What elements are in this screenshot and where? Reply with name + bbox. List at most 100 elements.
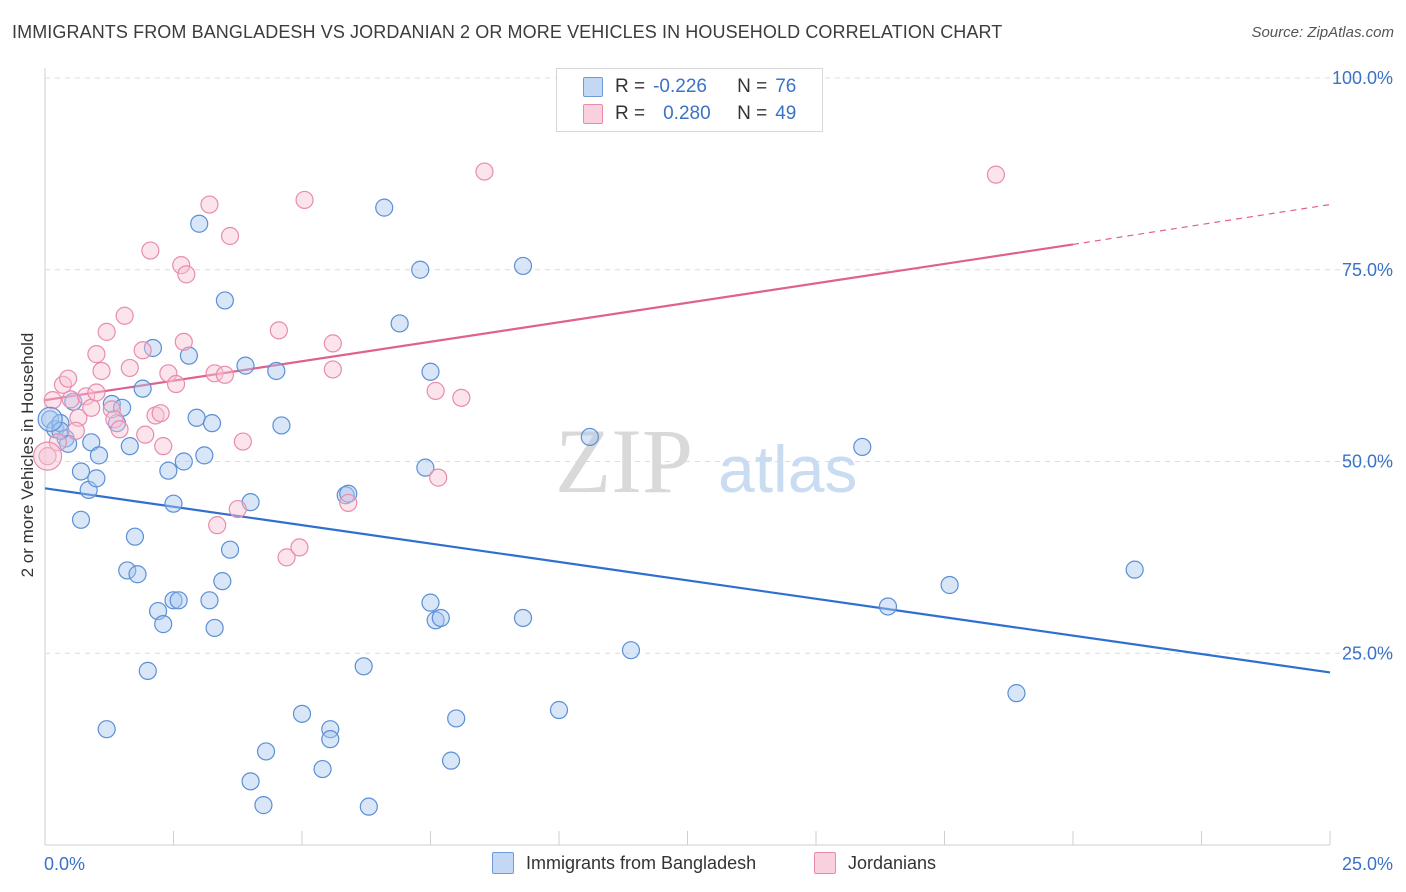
data-points bbox=[32, 162, 1144, 816]
data-point bbox=[220, 540, 240, 559]
data-point bbox=[421, 362, 440, 381]
data-point bbox=[169, 591, 188, 610]
data-point bbox=[187, 408, 206, 427]
data-point bbox=[339, 484, 358, 503]
data-point bbox=[115, 306, 134, 325]
data-point bbox=[61, 390, 80, 409]
data-point bbox=[416, 458, 435, 477]
legend-r-label: R = bbox=[615, 76, 646, 97]
data-point bbox=[321, 720, 340, 739]
legend-swatch-jordanians bbox=[814, 852, 836, 874]
data-point bbox=[228, 499, 247, 519]
series-bangladesh bbox=[41, 198, 1144, 816]
data-point bbox=[71, 510, 91, 529]
y-tick-label: 25.0% bbox=[1342, 643, 1393, 663]
data-point bbox=[452, 388, 471, 407]
data-point bbox=[215, 291, 234, 310]
legend-r-label: R = bbox=[615, 103, 646, 124]
data-point bbox=[254, 796, 273, 815]
data-point bbox=[621, 641, 641, 660]
y-tick-label: 75.0% bbox=[1342, 260, 1393, 280]
data-point bbox=[174, 452, 193, 471]
x-tick-label: 0.0% bbox=[44, 854, 85, 874]
data-point bbox=[89, 446, 109, 465]
data-point bbox=[323, 360, 342, 379]
data-point bbox=[133, 379, 152, 398]
data-point bbox=[426, 381, 445, 401]
legend: R = -0.226 N = 76 R = 0.280 N = 49 bbox=[556, 68, 823, 132]
data-point bbox=[59, 369, 78, 388]
series-jordanians bbox=[38, 162, 1006, 567]
data-point bbox=[241, 772, 260, 791]
data-point bbox=[429, 468, 448, 487]
data-point bbox=[133, 341, 152, 360]
legend-n-label: N = bbox=[737, 103, 768, 124]
bottom-legend: Immigrants from Bangladesh Jordanians bbox=[0, 852, 1406, 876]
data-point bbox=[102, 394, 121, 414]
legend-n-label: N = bbox=[737, 76, 768, 97]
data-point bbox=[267, 361, 286, 381]
data-point bbox=[92, 361, 111, 381]
data-point bbox=[313, 759, 332, 779]
legend-label-bangladesh: Immigrants from Bangladesh bbox=[526, 852, 757, 873]
data-point bbox=[159, 461, 178, 480]
data-point bbox=[151, 404, 170, 423]
data-point bbox=[110, 420, 129, 439]
x-tick-label: 25.0% bbox=[1342, 854, 1393, 874]
data-point bbox=[213, 572, 232, 591]
data-point bbox=[120, 358, 139, 378]
data-point bbox=[77, 387, 96, 406]
data-point bbox=[1125, 560, 1144, 579]
data-point bbox=[195, 446, 214, 465]
data-point bbox=[375, 198, 394, 217]
y-tick-labels: 25.0% 50.0% 75.0% 100.0% bbox=[1332, 68, 1393, 663]
data-point bbox=[215, 365, 234, 384]
data-point bbox=[172, 256, 191, 275]
data-point bbox=[321, 730, 340, 749]
data-point bbox=[549, 700, 569, 720]
legend-row-bangladesh: R = -0.226 N = 76 bbox=[583, 75, 796, 99]
data-point bbox=[940, 575, 959, 595]
data-point bbox=[37, 406, 63, 432]
data-point bbox=[125, 527, 145, 546]
data-point bbox=[200, 591, 219, 610]
legend-swatch-jordanians bbox=[583, 104, 603, 124]
legend-r-value: -0.226 bbox=[653, 76, 707, 97]
data-point bbox=[431, 608, 450, 628]
data-point bbox=[174, 332, 193, 351]
data-point bbox=[105, 410, 124, 429]
data-point bbox=[256, 742, 276, 761]
data-point bbox=[120, 437, 139, 456]
data-point bbox=[179, 346, 199, 365]
data-point bbox=[164, 591, 183, 610]
legend-item-bangladesh: Immigrants from Bangladesh bbox=[492, 852, 756, 874]
data-point bbox=[97, 322, 116, 341]
data-point bbox=[339, 493, 358, 513]
data-point bbox=[128, 565, 147, 584]
data-point bbox=[164, 494, 183, 513]
data-point bbox=[41, 410, 60, 429]
data-point bbox=[136, 425, 155, 444]
data-point bbox=[141, 241, 160, 260]
y-tick-label: 50.0% bbox=[1342, 452, 1393, 472]
x-tick-labels: 0.0% 25.0% bbox=[44, 854, 1393, 874]
data-point bbox=[43, 391, 62, 410]
legend-n-value: 76 bbox=[775, 76, 797, 97]
data-point bbox=[138, 661, 157, 680]
legend-row-jordanians: R = 0.280 N = 49 bbox=[583, 102, 796, 126]
data-point bbox=[475, 162, 494, 181]
data-point bbox=[359, 797, 378, 816]
data-point bbox=[87, 469, 106, 488]
data-point bbox=[71, 462, 91, 481]
legend-swatch-bangladesh bbox=[583, 77, 603, 97]
data-point bbox=[354, 657, 373, 676]
watermark-zip: ZIP bbox=[555, 410, 693, 512]
data-point bbox=[269, 321, 288, 340]
data-point bbox=[853, 437, 872, 457]
trend-line-bangladesh bbox=[44, 487, 1331, 674]
data-point bbox=[421, 593, 440, 612]
watermark: ZIP atlas bbox=[555, 410, 857, 512]
data-point bbox=[118, 561, 137, 580]
trend-line-jordanians bbox=[44, 243, 1074, 402]
